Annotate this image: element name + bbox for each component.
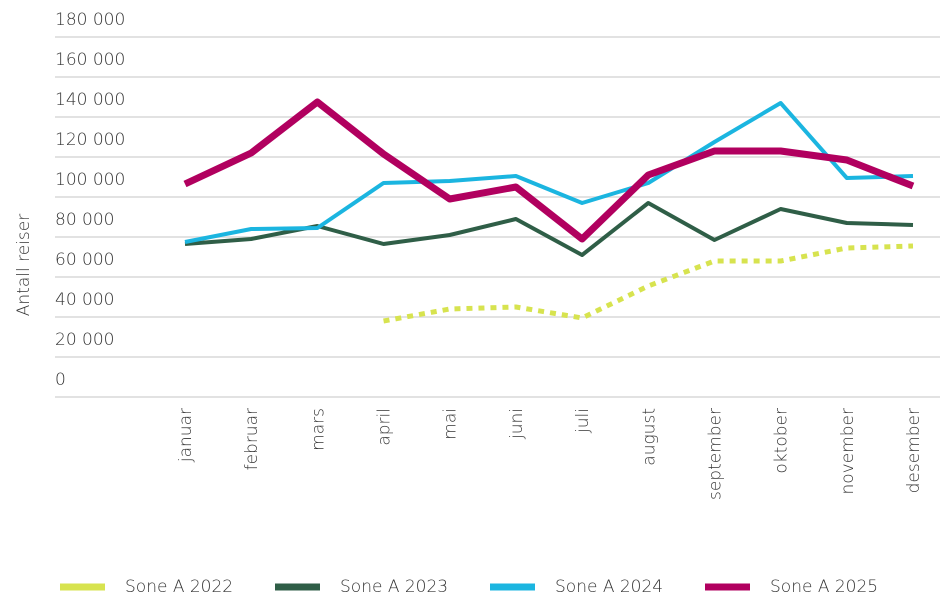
series-line bbox=[183, 98, 915, 243]
y-tick-label: 40 000 bbox=[55, 290, 114, 310]
y-tick-label: 100 000 bbox=[55, 170, 125, 190]
x-tick-label: mai bbox=[441, 408, 461, 440]
y-tick-label: 0 bbox=[55, 370, 66, 390]
y-axis-label: Antall reiser bbox=[14, 214, 34, 316]
y-tick-label: 140 000 bbox=[55, 90, 125, 110]
legend-label: Sone A 2022 bbox=[125, 577, 233, 597]
legend-label: Sone A 2023 bbox=[340, 577, 448, 597]
x-tick-label: februar bbox=[242, 408, 262, 470]
series-line bbox=[383, 243, 914, 324]
x-tick-label: juli bbox=[573, 408, 593, 434]
x-tick-label: september bbox=[705, 408, 725, 500]
x-tick-label: juni bbox=[507, 408, 527, 440]
y-tick-label: 20 000 bbox=[55, 330, 114, 350]
y-tick-label: 180 000 bbox=[55, 10, 125, 30]
legend-label: Sone A 2025 bbox=[770, 577, 878, 597]
y-tick-label: 120 000 bbox=[55, 130, 125, 150]
x-tick-label: oktober bbox=[772, 408, 792, 474]
x-tick-label: april bbox=[375, 408, 395, 446]
x-tick-label: januar bbox=[176, 408, 196, 463]
y-tick-label: 80 000 bbox=[55, 210, 114, 230]
legend-label: Sone A 2024 bbox=[555, 577, 663, 597]
y-tick-label: 160 000 bbox=[55, 50, 125, 70]
x-tick-label: desember bbox=[904, 408, 924, 493]
x-tick-label: mars bbox=[308, 408, 328, 451]
x-tick-label: august bbox=[639, 408, 659, 466]
y-tick-label: 60 000 bbox=[55, 250, 114, 270]
x-tick-label: november bbox=[838, 408, 858, 495]
series-line bbox=[184, 101, 914, 244]
